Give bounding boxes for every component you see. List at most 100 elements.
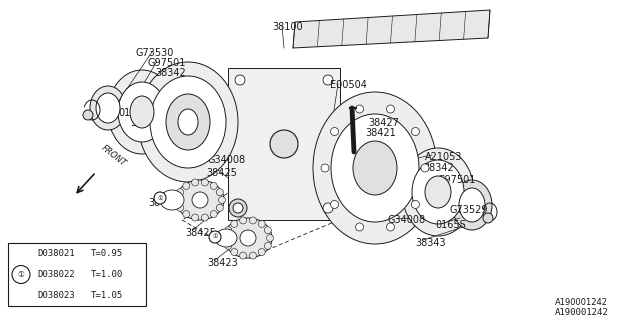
Ellipse shape: [150, 76, 226, 168]
Circle shape: [323, 203, 333, 213]
Circle shape: [216, 189, 223, 196]
Text: ①: ①: [17, 270, 24, 279]
Circle shape: [183, 182, 190, 189]
Ellipse shape: [425, 176, 451, 208]
Ellipse shape: [90, 86, 126, 130]
Polygon shape: [293, 10, 490, 48]
Text: A190001242: A190001242: [555, 298, 608, 307]
Ellipse shape: [176, 180, 224, 220]
Text: G73530: G73530: [135, 48, 173, 58]
Circle shape: [412, 128, 419, 136]
Circle shape: [387, 105, 394, 113]
Text: 38343: 38343: [130, 118, 161, 128]
Circle shape: [239, 252, 246, 259]
Circle shape: [239, 217, 246, 224]
Circle shape: [356, 223, 364, 231]
Ellipse shape: [160, 190, 184, 210]
Circle shape: [177, 189, 184, 196]
Circle shape: [225, 242, 232, 249]
Text: T=1.05: T=1.05: [91, 291, 124, 300]
Circle shape: [223, 235, 230, 242]
Ellipse shape: [224, 218, 272, 258]
Ellipse shape: [178, 109, 198, 135]
Circle shape: [264, 227, 271, 234]
Circle shape: [209, 231, 221, 243]
Ellipse shape: [331, 114, 419, 222]
Circle shape: [421, 164, 429, 172]
Circle shape: [191, 179, 198, 186]
Circle shape: [191, 214, 198, 221]
Circle shape: [229, 199, 247, 217]
Circle shape: [387, 223, 394, 231]
Circle shape: [218, 196, 225, 204]
Circle shape: [323, 75, 333, 85]
Circle shape: [356, 105, 364, 113]
Circle shape: [266, 235, 273, 242]
Circle shape: [83, 110, 93, 120]
Ellipse shape: [166, 94, 210, 150]
Circle shape: [483, 213, 493, 223]
Circle shape: [183, 211, 190, 218]
Text: D038021: D038021: [37, 249, 75, 258]
Text: 0165S: 0165S: [118, 108, 148, 118]
Ellipse shape: [138, 62, 238, 182]
Circle shape: [412, 200, 419, 208]
Text: G97501: G97501: [438, 175, 476, 185]
Circle shape: [258, 249, 265, 256]
Ellipse shape: [96, 93, 120, 123]
Ellipse shape: [313, 92, 437, 244]
Text: 38425: 38425: [185, 228, 216, 238]
Text: 38423: 38423: [207, 258, 237, 268]
Circle shape: [231, 249, 238, 256]
Text: T=1.00: T=1.00: [91, 270, 124, 279]
Circle shape: [235, 203, 245, 213]
Ellipse shape: [130, 96, 154, 128]
Text: 38427: 38427: [368, 118, 399, 128]
Text: A190001242: A190001242: [555, 308, 609, 317]
Circle shape: [330, 128, 339, 136]
Circle shape: [250, 217, 257, 224]
Circle shape: [154, 192, 166, 204]
Circle shape: [231, 220, 238, 228]
Text: G97501: G97501: [148, 58, 186, 68]
Circle shape: [258, 220, 265, 228]
Ellipse shape: [412, 160, 464, 224]
Circle shape: [210, 182, 217, 189]
Ellipse shape: [118, 82, 166, 142]
Circle shape: [235, 75, 245, 85]
Circle shape: [175, 196, 182, 204]
Text: 38421: 38421: [365, 128, 396, 138]
Circle shape: [202, 214, 209, 221]
Text: 38100: 38100: [272, 22, 303, 32]
Ellipse shape: [108, 70, 176, 154]
Text: 38425: 38425: [206, 168, 237, 178]
Text: G73529: G73529: [450, 205, 488, 215]
Circle shape: [12, 266, 30, 284]
Ellipse shape: [215, 229, 237, 247]
Text: D038022: D038022: [37, 270, 75, 279]
Bar: [8, 243, 146, 306]
Text: A21053: A21053: [425, 152, 463, 162]
Text: 38423: 38423: [148, 198, 179, 208]
Text: 38342: 38342: [155, 68, 186, 78]
Circle shape: [270, 130, 298, 158]
Text: T=0.95: T=0.95: [91, 249, 124, 258]
Circle shape: [330, 200, 339, 208]
Ellipse shape: [353, 141, 397, 195]
Ellipse shape: [452, 180, 492, 230]
Text: G34008: G34008: [388, 215, 426, 225]
Text: E00504: E00504: [330, 80, 367, 90]
Ellipse shape: [459, 188, 485, 222]
Text: G34008: G34008: [208, 155, 246, 165]
Text: 38342: 38342: [423, 163, 454, 173]
Text: 0165S: 0165S: [435, 220, 466, 230]
Circle shape: [250, 252, 257, 259]
Circle shape: [321, 164, 329, 172]
Circle shape: [233, 203, 243, 213]
Circle shape: [192, 192, 208, 208]
Text: ①: ①: [157, 196, 163, 201]
Circle shape: [264, 242, 271, 249]
Text: FRONT: FRONT: [100, 143, 128, 168]
Circle shape: [216, 204, 223, 211]
Text: 38343: 38343: [415, 238, 445, 248]
